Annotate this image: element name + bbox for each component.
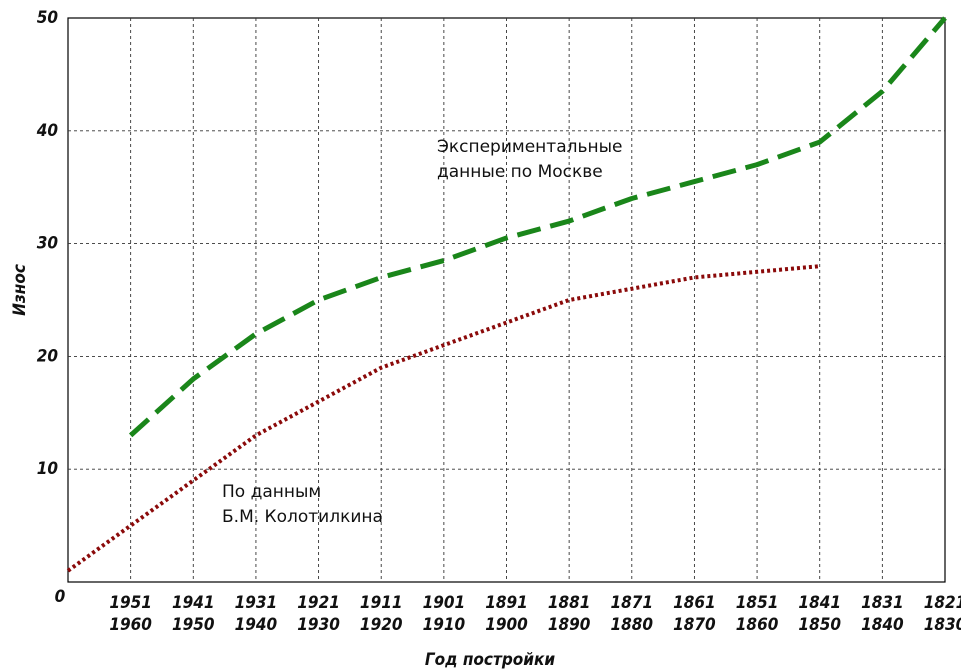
y-axis-label: Износ — [10, 264, 30, 316]
x-tick-label: 1841 — [798, 593, 841, 613]
x-tick-label: 1920 — [360, 615, 403, 635]
x-tick-label: 1940 — [235, 615, 278, 635]
y-tick-label: 30 — [37, 234, 59, 254]
x-axis-label: Год постройки — [425, 650, 555, 670]
annotation: данные по Москве — [437, 162, 603, 182]
series-line — [66, 264, 820, 573]
y-tick-label: 10 — [37, 459, 59, 479]
x-tick-label: 1901 — [423, 593, 466, 613]
y-tick-label: 40 — [36, 121, 59, 141]
x-tick-label: 1850 — [798, 615, 841, 635]
x-tick-label: 1871 — [610, 593, 653, 613]
annotation: Экспериментальные — [437, 137, 623, 157]
annotation: Б.М. Колотилкина — [222, 507, 383, 527]
x-tick-label: 1861 — [673, 593, 716, 613]
x-tick-label: 1890 — [548, 615, 591, 635]
x-tick-label: 1931 — [235, 593, 278, 613]
x-tick-label: 1840 — [861, 615, 904, 635]
series-line — [128, 16, 947, 438]
x-tick-label: 1860 — [736, 615, 779, 635]
x-tick-label: 0 — [55, 587, 66, 607]
x-tick-label: 1891 — [485, 593, 528, 613]
x-tick-label: 1900 — [485, 615, 528, 635]
y-tick-label: 20 — [37, 346, 59, 366]
x-tick-label: 1950 — [172, 615, 215, 635]
x-tick-label: 1831 — [861, 593, 904, 613]
x-tick-label: 1930 — [297, 615, 340, 635]
x-tick-label: 1910 — [423, 615, 466, 635]
x-tick-label: 1851 — [736, 593, 779, 613]
x-tick-label: 1881 — [548, 593, 591, 613]
y-tick-label: 50 — [37, 8, 59, 28]
x-tick-label: 1911 — [360, 593, 403, 613]
x-tick-label: 1880 — [610, 615, 653, 635]
x-tick-label: 1870 — [673, 615, 716, 635]
annotation: По данным — [222, 482, 321, 502]
x-tick-label: 1941 — [172, 593, 215, 613]
x-tick-label: 1960 — [109, 615, 152, 635]
x-tick-label: 1921 — [297, 593, 340, 613]
x-tick-label: 1830 — [924, 615, 961, 635]
x-tick-label: 1951 — [109, 593, 152, 613]
